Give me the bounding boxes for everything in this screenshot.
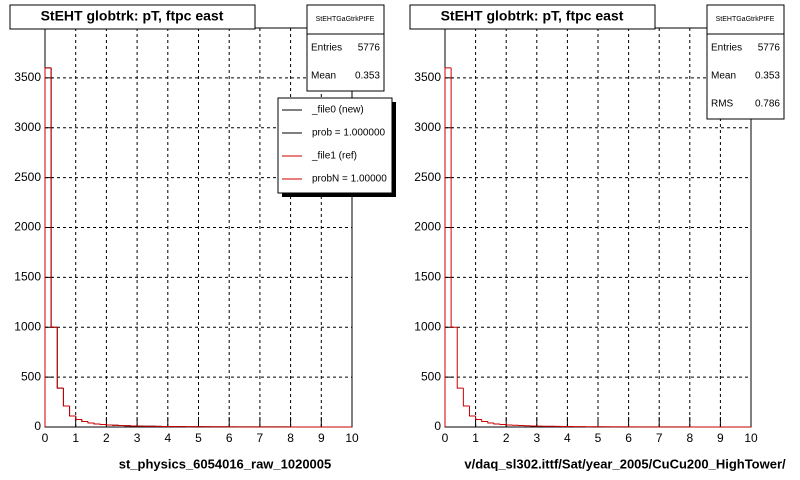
stats-label: Entries — [311, 43, 342, 54]
y-tick-label: 1000 — [14, 319, 41, 333]
x-axis-label: v/daq_sl302.ittf/Sat/year_2005/CuCu200_H… — [464, 456, 786, 471]
y-tick-label: 3500 — [414, 70, 441, 84]
histogram-bin — [81, 419, 88, 423]
histogram-bin — [93, 423, 101, 425]
stats-value: 0.353 — [355, 71, 380, 82]
histogram-bin — [487, 421, 494, 424]
x-tick-label: 0 — [442, 431, 449, 445]
y-tick-label: 2000 — [14, 220, 41, 234]
chart-title: StEHT globtrk: pT, ftpc east — [41, 8, 224, 24]
x-tick-label: 7 — [257, 431, 264, 445]
title-box — [409, 4, 656, 30]
legend-label: prob = 1.000000 — [312, 128, 386, 139]
x-tick-label: 2 — [503, 431, 510, 445]
x-tick-label: 4 — [164, 431, 171, 445]
histogram-bin — [50, 67, 58, 328]
legend-label: probN = 1.00000 — [312, 174, 387, 185]
stats-title: StEHTGaGtrkPtFE — [716, 16, 775, 23]
histogram-bin — [444, 67, 452, 427]
histogram-bin — [462, 388, 470, 407]
stats-value: 0.353 — [755, 71, 780, 82]
histogram-panel: 0 500 1000 1500 2000 2500 3000 3500 0 1 2 3 4 5 6 7 8 9 10… — [409, 4, 786, 471]
y-tick-label: 2000 — [414, 220, 441, 234]
y-tick-label: 0 — [434, 419, 441, 433]
y-tick-label: 3000 — [14, 120, 41, 134]
y-tick-label: 500 — [21, 369, 41, 383]
histogram-bin — [62, 388, 70, 407]
stats-box — [306, 4, 385, 92]
stats-label: Entries — [711, 43, 742, 54]
y-tick-label: 1500 — [414, 270, 441, 284]
y-tick-label: 1500 — [14, 270, 41, 284]
x-tick-label: 5 — [595, 431, 602, 445]
histogram-bin — [450, 67, 458, 328]
stats-title: StEHTGaGtrkPtFE — [316, 16, 375, 23]
y-tick-label: 3500 — [14, 70, 41, 84]
x-tick-label: 6 — [625, 431, 632, 445]
x-tick-label: 1 — [472, 431, 479, 445]
x-tick-label: 7 — [656, 431, 663, 445]
histogram-bin — [475, 416, 482, 421]
stats-label: Mean — [311, 71, 336, 82]
histogram-bin — [56, 327, 64, 389]
title-box — [9, 4, 256, 30]
x-axis-label: st_physics_6054016_raw_1020005 — [119, 456, 332, 471]
histogram-bin — [87, 421, 95, 424]
histogram-bin — [481, 419, 488, 423]
stats-value: 5776 — [358, 43, 381, 54]
x-tick-label: 6 — [226, 431, 233, 445]
x-tick-label: 10 — [744, 431, 758, 445]
stats-label: Mean — [711, 71, 736, 82]
x-tick-label: 8 — [287, 431, 294, 445]
legend-label: _file1 (ref) — [311, 151, 357, 162]
histogram-bin — [44, 67, 52, 427]
histogram-bin — [468, 406, 476, 417]
x-tick-label: 0 — [42, 431, 49, 445]
histogram-panel: 0 500 1000 1500 2000 2500 3000 3500 0 1 2 3 4 5 6 7 8 9 10… — [9, 4, 396, 471]
legend-box — [277, 97, 393, 194]
y-tick-label: 3000 — [414, 120, 441, 134]
histogram-bin — [75, 416, 82, 421]
y-tick-label: 2500 — [14, 170, 41, 184]
x-tick-label: 10 — [345, 431, 359, 445]
stats-label: RMS — [711, 99, 734, 110]
stats-value: 5776 — [758, 43, 781, 54]
histogram-bin — [493, 423, 501, 425]
y-tick-label: 0 — [34, 419, 41, 433]
x-tick-label: 8 — [686, 431, 693, 445]
chart-title: StEHT globtrk: pT, ftpc east — [441, 8, 624, 24]
y-tick-label: 500 — [421, 369, 441, 383]
histogram-bin — [69, 406, 76, 417]
x-tick-label: 5 — [195, 431, 202, 445]
x-tick-label: 9 — [717, 431, 724, 445]
y-tick-label: 2500 — [414, 170, 441, 184]
x-tick-label: 2 — [103, 431, 110, 445]
legend: _file0 (new) prob = 1.000000 _file1 (ref) p… — [282, 105, 387, 185]
stats-box — [706, 4, 785, 120]
x-tick-label: 3 — [134, 431, 141, 445]
x-tick-label: 1 — [72, 431, 79, 445]
stats-value: 0.786 — [755, 99, 780, 110]
x-tick-label: 3 — [533, 431, 540, 445]
x-tick-label: 9 — [318, 431, 325, 445]
histogram-bin — [456, 327, 464, 389]
legend-label: _file0 (new) — [311, 105, 364, 116]
x-tick-label: 4 — [564, 431, 571, 445]
y-tick-label: 1000 — [414, 319, 441, 333]
